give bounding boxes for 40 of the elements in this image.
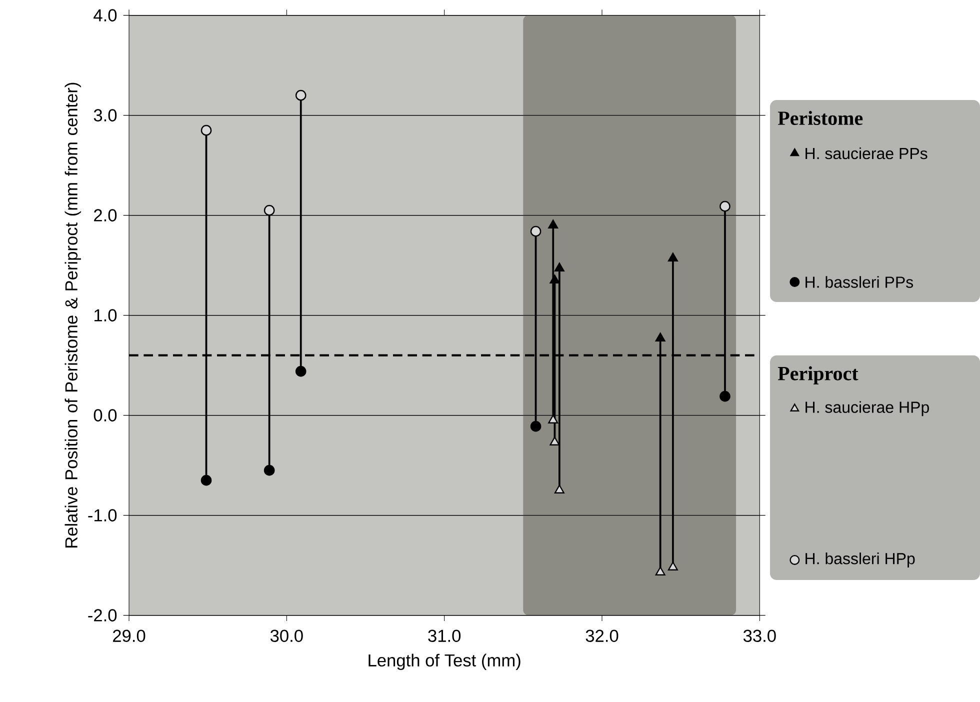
point <box>550 274 560 284</box>
x-tick-label: 30.0 <box>270 630 303 642</box>
y-tick-label: 2.0 <box>94 209 117 222</box>
y-tick-label: 1.0 <box>94 309 117 322</box>
point <box>548 414 558 424</box>
legend-label: H. saucierae PPs <box>806 147 928 160</box>
legend-label: H. saucierae HPp <box>806 401 929 416</box>
text: Periproct <box>778 366 858 384</box>
point <box>200 124 212 136</box>
x-tick-label: 32.0 <box>586 630 618 642</box>
point <box>720 200 730 212</box>
point <box>550 436 560 446</box>
x-tick-label: 29.0 <box>113 630 146 642</box>
y-tick-label: -2.0 <box>88 609 117 622</box>
y-axis-title: Relative Position of Peristome & Periproct (mm from center) <box>64 82 81 548</box>
x-axis-title: Length of Test (mm) <box>368 654 520 670</box>
point <box>530 226 542 237</box>
point <box>264 464 275 476</box>
y-tick-label: 4.0 <box>94 9 117 22</box>
y-tick-label: -1.0 <box>88 509 117 522</box>
point <box>655 566 666 576</box>
point <box>668 252 678 262</box>
point <box>655 332 666 342</box>
point <box>720 390 730 402</box>
legend-label: H. bassleri PPs <box>806 276 914 288</box>
x-tick-label: 33.0 <box>743 630 776 642</box>
point <box>295 366 306 377</box>
point <box>548 220 558 228</box>
text: Peristome <box>778 110 863 125</box>
point <box>668 562 678 570</box>
y-tick-label: 3.0 <box>94 109 117 122</box>
legend-label: H. bassleri HPp <box>806 552 915 568</box>
point <box>264 204 275 216</box>
point <box>295 90 306 101</box>
point <box>530 420 542 432</box>
y-tick-label: 0.0 <box>94 409 117 422</box>
x-tick-label: 31.0 <box>428 630 461 642</box>
point <box>554 262 564 272</box>
point <box>554 484 564 494</box>
point <box>200 474 212 486</box>
